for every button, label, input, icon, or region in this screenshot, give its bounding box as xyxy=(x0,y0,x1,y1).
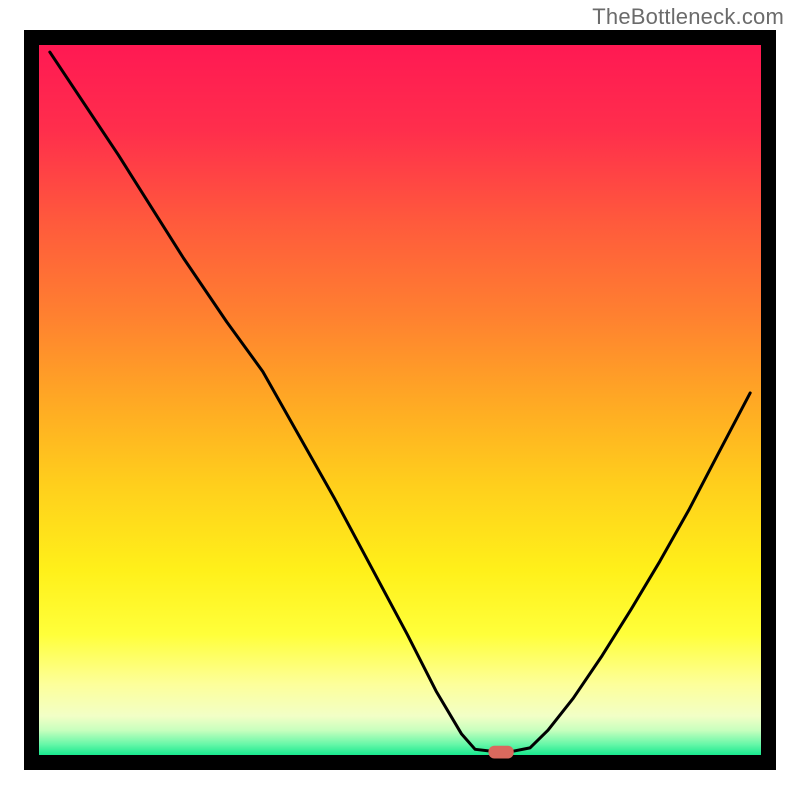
chart-frame: TheBottleneck.com xyxy=(0,0,800,800)
watermark-text: TheBottleneck.com xyxy=(592,4,784,30)
bottleneck-curve-chart xyxy=(0,0,800,800)
optimal-point-marker xyxy=(488,746,513,759)
chart-background xyxy=(39,45,761,755)
